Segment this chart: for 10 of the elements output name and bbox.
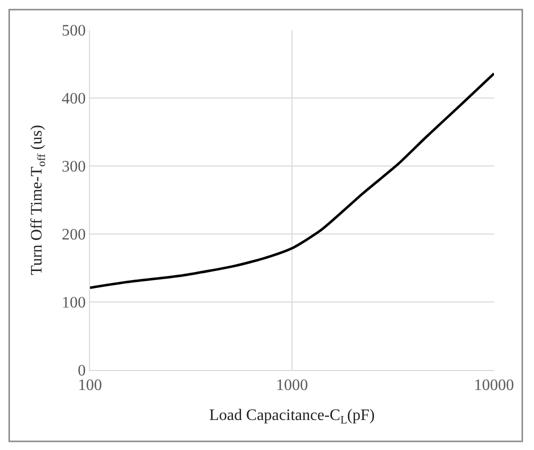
y-tick-label: 0 [78, 362, 86, 380]
x-axis-title: Load Capacitance-C$_{L}$(pF) [209, 406, 375, 426]
y-tick-label: 200 [62, 226, 86, 244]
x-tick-label: 10000 [474, 377, 514, 394]
y-tick-label: 400 [62, 90, 86, 108]
x-tick-label: 1000 [276, 377, 308, 394]
x-tick-label: 100 [78, 377, 102, 394]
y-tick-label: 100 [62, 294, 86, 312]
y-tick-label: 500 [62, 22, 86, 40]
y-tick-label: 300 [62, 158, 86, 176]
